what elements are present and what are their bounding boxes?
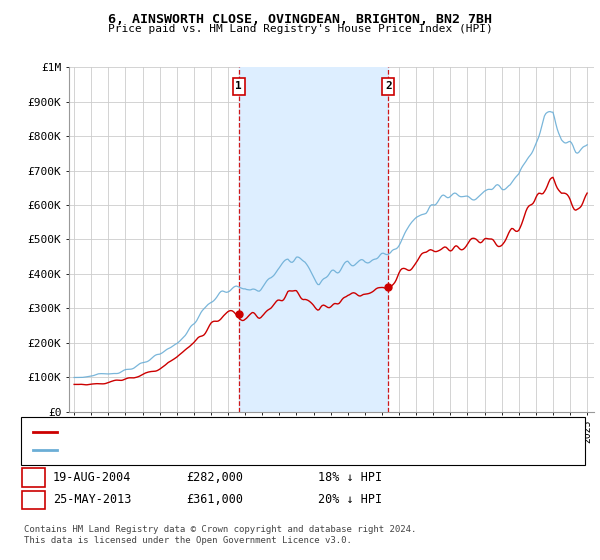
Text: 6, AINSWORTH CLOSE, OVINGDEAN, BRIGHTON, BN2 7BH: 6, AINSWORTH CLOSE, OVINGDEAN, BRIGHTON,…: [108, 13, 492, 26]
FancyBboxPatch shape: [233, 78, 245, 95]
Text: Contains HM Land Registry data © Crown copyright and database right 2024.
This d: Contains HM Land Registry data © Crown c…: [24, 525, 416, 545]
Text: Price paid vs. HM Land Registry's House Price Index (HPI): Price paid vs. HM Land Registry's House …: [107, 24, 493, 34]
Text: 20% ↓ HPI: 20% ↓ HPI: [318, 493, 382, 506]
Text: 19-AUG-2004: 19-AUG-2004: [53, 470, 131, 484]
Text: 6, AINSWORTH CLOSE, OVINGDEAN, BRIGHTON, BN2 7BH (detached house): 6, AINSWORTH CLOSE, OVINGDEAN, BRIGHTON,…: [60, 427, 450, 437]
FancyBboxPatch shape: [382, 78, 394, 95]
Bar: [239, 67, 388, 412]
Text: 25-MAY-2013: 25-MAY-2013: [53, 493, 131, 506]
Text: 1: 1: [235, 81, 242, 91]
Text: 2: 2: [385, 81, 392, 91]
Text: 18% ↓ HPI: 18% ↓ HPI: [318, 470, 382, 484]
Text: £361,000: £361,000: [186, 493, 243, 506]
Text: 2: 2: [30, 493, 37, 506]
Text: HPI: Average price, detached house, Brighton and Hove: HPI: Average price, detached house, Brig…: [60, 445, 378, 455]
Text: 1: 1: [30, 470, 37, 484]
Text: £282,000: £282,000: [186, 470, 243, 484]
